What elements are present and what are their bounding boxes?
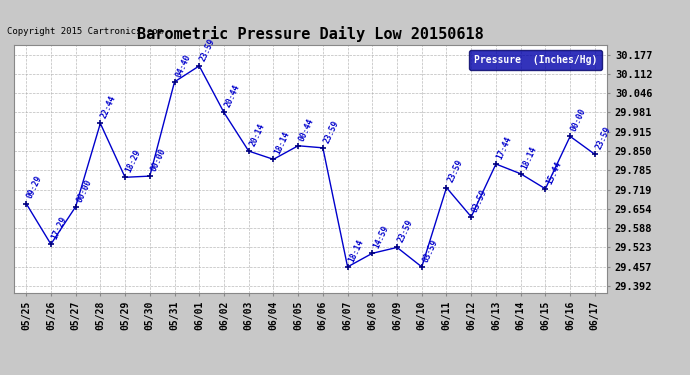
Text: 09:29: 09:29 xyxy=(26,174,44,200)
Legend: Pressure  (Inches/Hg): Pressure (Inches/Hg) xyxy=(469,50,602,70)
Text: 22:44: 22:44 xyxy=(99,94,118,120)
Text: 00:00: 00:00 xyxy=(75,177,93,203)
Text: 00:00: 00:00 xyxy=(149,147,168,173)
Text: 04:40: 04:40 xyxy=(174,53,193,78)
Text: 18:14: 18:14 xyxy=(347,238,365,264)
Text: 20:44: 20:44 xyxy=(223,83,241,109)
Text: 15:44: 15:44 xyxy=(544,160,563,186)
Text: 18:14: 18:14 xyxy=(273,130,291,156)
Text: 03:59: 03:59 xyxy=(471,188,489,213)
Text: 23:59: 23:59 xyxy=(446,158,464,184)
Text: 00:00: 00:00 xyxy=(569,107,588,133)
Text: 17:29: 17:29 xyxy=(50,215,68,241)
Text: 03:59: 03:59 xyxy=(421,238,440,264)
Title: Barometric Pressure Daily Low 20150618: Barometric Pressure Daily Low 20150618 xyxy=(137,27,484,42)
Text: 00:44: 00:44 xyxy=(297,117,316,142)
Text: 18:29: 18:29 xyxy=(124,148,143,174)
Text: 20:14: 20:14 xyxy=(248,122,266,148)
Text: 18:14: 18:14 xyxy=(520,144,538,170)
Text: 23:59: 23:59 xyxy=(322,118,341,144)
Text: 14:59: 14:59 xyxy=(371,224,390,250)
Text: 17:44: 17:44 xyxy=(495,135,513,161)
Text: Copyright 2015 Cartronics.com: Copyright 2015 Cartronics.com xyxy=(7,27,163,36)
Text: 23:59: 23:59 xyxy=(396,218,415,244)
Text: 23:59: 23:59 xyxy=(199,37,217,63)
Text: 23:59: 23:59 xyxy=(594,125,613,151)
